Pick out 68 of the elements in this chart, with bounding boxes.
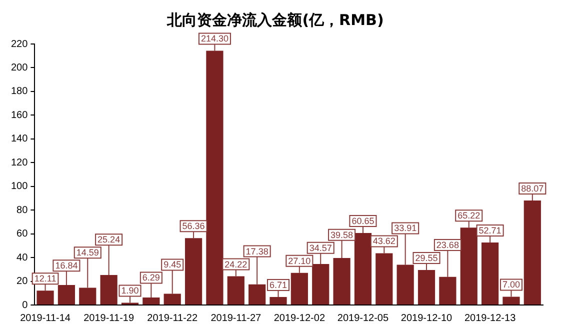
bar xyxy=(418,270,436,304)
data-label: 24.22 xyxy=(224,259,248,270)
data-label: 56.36 xyxy=(182,221,205,232)
data-label: 60.65 xyxy=(352,216,374,226)
bar xyxy=(439,276,456,304)
y-tick-label: 20 xyxy=(16,276,28,288)
y-tick-label: 120 xyxy=(10,157,28,168)
bar xyxy=(227,276,244,304)
data-label: 23.68 xyxy=(436,240,459,250)
bar xyxy=(36,290,54,304)
bar xyxy=(396,264,414,304)
y-tick-label: 220 xyxy=(10,38,28,50)
bar xyxy=(100,275,118,304)
x-tick-label: 2019-11-19 xyxy=(84,312,134,324)
y-tick-label: 60 xyxy=(16,228,28,240)
data-label: 7.00 xyxy=(502,280,520,290)
data-label: 1.90 xyxy=(121,286,139,296)
bar xyxy=(184,238,202,304)
y-tick-label: 80 xyxy=(16,204,28,216)
bar xyxy=(460,228,478,304)
data-label: 25.24 xyxy=(98,234,120,245)
x-tick-label: 2019-12-02 xyxy=(274,312,326,324)
bar xyxy=(376,253,393,304)
x-tick-label: 2019-12-05 xyxy=(337,312,389,324)
bar xyxy=(290,272,308,304)
x-tick-label: 2019-11-22 xyxy=(147,312,198,324)
bar xyxy=(354,233,372,304)
data-label: 17.38 xyxy=(246,246,268,256)
data-label: 34.57 xyxy=(309,242,332,253)
data-label: 12.11 xyxy=(34,274,56,284)
x-tick-label: 2019-12-10 xyxy=(400,312,453,324)
x-tick-label: 2019-12-13 xyxy=(464,312,516,324)
y-tick-label: 100 xyxy=(10,181,28,192)
data-label: 65.22 xyxy=(458,210,480,221)
bar xyxy=(79,288,96,304)
bar xyxy=(270,297,287,304)
y-tick-label: 40 xyxy=(16,252,28,264)
data-label: 6.29 xyxy=(142,272,160,283)
bar xyxy=(312,264,330,304)
data-label: 33.91 xyxy=(394,223,417,234)
chart-title: 北向资金净流入金额(亿，RMB) xyxy=(166,10,384,29)
bar xyxy=(206,50,224,304)
bar xyxy=(333,258,350,304)
data-label: 214.30 xyxy=(200,34,228,44)
bar xyxy=(502,296,520,304)
bar xyxy=(58,285,76,304)
y-tick-label: 140 xyxy=(10,134,28,145)
data-label: 27.10 xyxy=(288,256,311,266)
bar xyxy=(248,284,266,304)
y-tick-label: 0 xyxy=(22,300,28,311)
data-label: 9.45 xyxy=(164,260,182,270)
data-label: 88.07 xyxy=(521,184,544,194)
data-label: 14.59 xyxy=(76,248,99,258)
data-label: 16.84 xyxy=(55,260,78,271)
data-label: 6.71 xyxy=(269,280,288,290)
x-tick-label: 2019-11-27 xyxy=(210,312,262,324)
bar xyxy=(164,294,181,304)
bar xyxy=(482,242,499,304)
bar xyxy=(142,298,160,304)
bar xyxy=(524,200,541,304)
data-label: 39.58 xyxy=(330,230,354,240)
data-label: 43.62 xyxy=(372,236,396,246)
y-tick-label: 200 xyxy=(10,62,28,74)
y-tick-label: 180 xyxy=(10,86,28,98)
data-label: 29.55 xyxy=(415,252,438,263)
data-label: 52.71 xyxy=(478,225,502,236)
y-tick-label: 160 xyxy=(10,110,28,121)
x-tick-label: 2019-11-14 xyxy=(20,312,71,324)
